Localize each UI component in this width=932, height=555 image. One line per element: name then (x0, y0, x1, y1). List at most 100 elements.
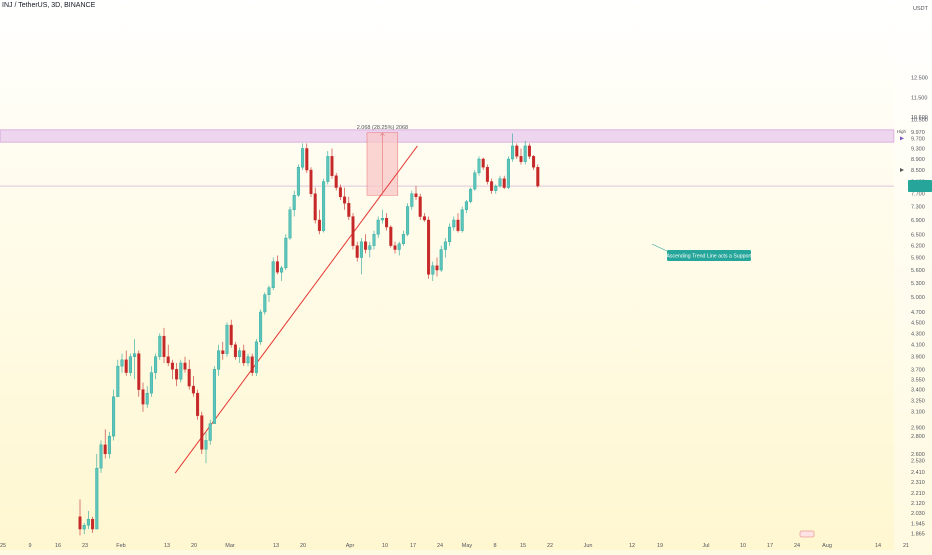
candle[interactable] (506, 156, 510, 190)
date-range-marker[interactable] (799, 530, 815, 538)
candle[interactable] (204, 431, 208, 464)
candle[interactable] (452, 216, 456, 231)
candle[interactable] (137, 350, 141, 397)
candle[interactable] (473, 170, 477, 191)
candle[interactable] (372, 230, 376, 250)
candle[interactable] (162, 327, 166, 363)
candle[interactable] (149, 366, 153, 397)
candle[interactable] (233, 341, 237, 360)
candle[interactable] (301, 143, 305, 171)
candle[interactable] (385, 213, 389, 231)
candle[interactable] (460, 206, 464, 233)
candle[interactable] (355, 241, 359, 262)
candle[interactable] (494, 184, 498, 194)
candle[interactable] (317, 209, 321, 235)
candle[interactable] (288, 206, 292, 240)
candle[interactable] (418, 193, 422, 220)
candle[interactable] (170, 359, 174, 380)
candle[interactable] (187, 359, 191, 390)
candle[interactable] (330, 148, 334, 179)
candle[interactable] (128, 353, 132, 376)
candle[interactable] (401, 230, 405, 246)
candle[interactable] (305, 143, 309, 173)
candle[interactable] (238, 347, 242, 363)
candle[interactable] (183, 356, 187, 373)
candle[interactable] (259, 309, 263, 345)
candle[interactable] (107, 431, 111, 459)
candle[interactable] (246, 353, 250, 367)
candle[interactable] (208, 419, 212, 445)
candle[interactable] (95, 453, 99, 530)
last-price-badge[interactable] (908, 180, 932, 193)
candle[interactable] (212, 366, 216, 424)
candle[interactable] (376, 216, 380, 239)
candle[interactable] (158, 333, 162, 360)
candle[interactable] (485, 164, 489, 185)
candle[interactable] (456, 213, 460, 233)
candle[interactable] (112, 389, 116, 441)
candle[interactable] (267, 285, 271, 303)
candle[interactable] (280, 265, 284, 281)
candle[interactable] (154, 353, 158, 380)
candle[interactable] (334, 172, 338, 191)
candle[interactable] (511, 133, 515, 162)
candle[interactable] (397, 241, 401, 256)
candle[interactable] (515, 143, 519, 160)
candle[interactable] (145, 386, 149, 408)
candle[interactable] (166, 344, 170, 367)
candle[interactable] (196, 389, 200, 420)
candle[interactable] (225, 322, 229, 357)
candle[interactable] (469, 187, 473, 204)
candle[interactable] (313, 187, 317, 224)
candle[interactable] (309, 167, 313, 197)
candle[interactable] (380, 209, 384, 224)
candle[interactable] (116, 359, 120, 397)
candle[interactable] (393, 241, 397, 254)
candle[interactable] (124, 350, 128, 376)
candle[interactable] (414, 186, 418, 201)
candle[interactable] (175, 362, 179, 387)
candle[interactable] (427, 216, 431, 279)
candle[interactable] (532, 154, 536, 171)
candle[interactable] (217, 344, 221, 376)
candle[interactable] (322, 178, 326, 233)
candle[interactable] (191, 375, 195, 397)
candle[interactable] (99, 440, 103, 474)
candle[interactable] (103, 429, 107, 459)
candle[interactable] (481, 157, 485, 171)
candle[interactable] (120, 353, 124, 373)
candle[interactable] (448, 223, 452, 246)
candle[interactable] (351, 213, 355, 250)
candle[interactable] (254, 338, 258, 376)
candle[interactable] (343, 187, 347, 210)
candle[interactable] (359, 238, 363, 275)
candle[interactable] (141, 382, 145, 412)
candle[interactable] (91, 516, 95, 533)
candle[interactable] (271, 257, 275, 291)
candle[interactable] (242, 344, 246, 367)
candle[interactable] (292, 190, 296, 217)
candle[interactable] (221, 341, 225, 360)
candle[interactable] (82, 522, 86, 535)
candle[interactable] (406, 203, 410, 237)
candle[interactable] (389, 225, 393, 248)
candle[interactable] (422, 213, 426, 222)
candle[interactable] (275, 255, 279, 275)
candle[interactable] (263, 292, 267, 315)
candle[interactable] (431, 261, 435, 281)
candle[interactable] (179, 359, 183, 383)
candle[interactable] (284, 234, 288, 271)
candle[interactable] (527, 143, 531, 160)
trend-callout[interactable] (667, 250, 751, 261)
candle[interactable] (477, 156, 481, 176)
candle[interactable] (250, 353, 254, 376)
candle[interactable] (502, 175, 506, 190)
candle[interactable] (200, 411, 204, 454)
candle[interactable] (439, 245, 443, 273)
candle[interactable] (490, 178, 494, 194)
candle[interactable] (523, 140, 527, 165)
candle[interactable] (229, 319, 233, 348)
candle[interactable] (536, 164, 540, 188)
candle[interactable] (364, 234, 368, 254)
